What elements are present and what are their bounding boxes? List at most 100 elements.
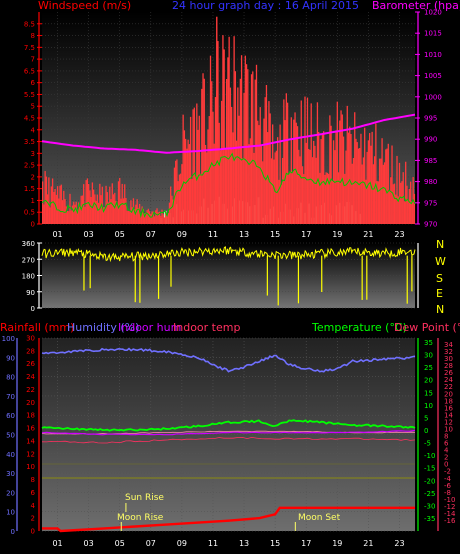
wind-gust-bar xyxy=(171,195,173,224)
wind-gust-bar xyxy=(136,199,138,224)
wind-gust-bar xyxy=(254,79,256,225)
wind-gust-bar xyxy=(373,156,376,224)
dew-point-tick-label: 8 xyxy=(444,433,448,441)
dew-point-tick-label: -2 xyxy=(444,468,451,476)
wind-gust-bar xyxy=(120,198,122,224)
bottom-x-tick-label: 07 xyxy=(146,539,156,548)
top-x-tick-label: 05 xyxy=(115,230,125,239)
wind-gust-bar xyxy=(107,202,110,224)
wind-gust-bar xyxy=(232,132,234,224)
wind-gust-bar xyxy=(189,116,192,224)
humidity-tick-label: 100 xyxy=(2,335,15,343)
windspeed-tick-label: 3.5 xyxy=(24,138,35,146)
wind-gust-bar xyxy=(354,112,356,224)
wind-gust-bar xyxy=(157,212,159,224)
wind-gust-bar xyxy=(293,119,295,224)
dew-point-axis-label: Dew Point (°C) xyxy=(394,321,460,334)
wind-gust-bar xyxy=(280,184,283,224)
barometer-tick-label: 995 xyxy=(424,115,437,123)
wind-gust-bar xyxy=(212,111,214,224)
top-left-axis-label: Windspeed (m/s) xyxy=(38,0,131,12)
wind-gust-bar xyxy=(294,112,296,224)
sun-rise-label: Sun Rise xyxy=(125,493,164,503)
wind-gust-bar xyxy=(339,120,341,224)
wind-gust-bar xyxy=(109,186,111,224)
wind-gust-bar xyxy=(346,105,348,224)
wind-gust-bar xyxy=(371,131,373,224)
wind-gust-bar xyxy=(65,206,67,224)
humidity-tick-label: 40 xyxy=(6,451,15,459)
wind-gust-bar xyxy=(395,194,397,224)
bottom-x-tick-label: 01 xyxy=(52,539,62,548)
wind-gust-bar xyxy=(352,158,355,224)
wind-gust-bar xyxy=(381,138,383,224)
wind-gust-bar xyxy=(398,162,401,224)
wind-gust-bar xyxy=(201,88,203,225)
wind-gust-bar xyxy=(382,164,384,224)
temperature-tick-label: 5 xyxy=(424,414,428,422)
wind-gust-bar xyxy=(141,206,143,224)
humidity-tick-label: 0 xyxy=(11,528,15,536)
windspeed-tick-label: 1.5 xyxy=(24,185,35,193)
wind-gust-bar xyxy=(250,74,253,224)
wind-gust-bar xyxy=(347,132,350,224)
dew-point-tick-label: 34 xyxy=(444,341,453,349)
wind-gust-bar xyxy=(160,215,162,224)
wind-gust-bar xyxy=(235,140,238,224)
wind-gust-bar xyxy=(278,179,280,224)
wind-gust-bar xyxy=(259,107,261,224)
wind-gust-bar xyxy=(290,117,292,224)
dew-point-tick-label: 32 xyxy=(444,348,453,356)
wind-gust-bar xyxy=(95,200,97,224)
wind-gust-bar xyxy=(329,115,331,224)
wind-gust-bar xyxy=(376,181,378,224)
wind-gust-bar xyxy=(207,129,209,224)
wind-gust-bar xyxy=(156,208,158,224)
temperature-tick-label: 10 xyxy=(424,402,433,410)
windspeed-tick-label: 6.5 xyxy=(24,67,35,75)
top-x-tick-label: 21 xyxy=(363,230,373,239)
wind-gust-bar xyxy=(383,162,386,224)
wind-gust-bar xyxy=(372,164,375,224)
wind-gust-bar xyxy=(408,189,411,224)
wind-gust-bar xyxy=(299,156,301,224)
rainfall-tick-label: 30 xyxy=(26,335,35,343)
windspeed-tick-label: 0 xyxy=(31,221,35,229)
wind-gust-bar xyxy=(140,213,142,224)
wind-gust-bar xyxy=(406,185,408,224)
wind-gust-bar xyxy=(350,133,352,224)
wind-gust-bar xyxy=(345,150,347,224)
wind-gust-bar xyxy=(75,201,77,224)
dew-point-tick-label: 18 xyxy=(444,397,453,405)
wind-gust-bar xyxy=(322,131,325,224)
wind-gust-bar xyxy=(260,146,263,224)
wind-gust-bar xyxy=(257,120,259,224)
wind-gust-bar xyxy=(240,55,243,225)
wind-gust-bar xyxy=(267,132,269,224)
wind-gust-bar xyxy=(264,97,266,224)
bottom-chart-marks xyxy=(41,347,416,533)
wind-gust-bar xyxy=(284,120,286,224)
wind-gust-bar xyxy=(172,199,174,224)
wind-gust-bar xyxy=(289,171,291,224)
moon-rise-label: Moon Rise xyxy=(117,513,164,523)
wind-gust-bar xyxy=(391,145,393,224)
bottom-x-tick-label: 23 xyxy=(394,539,404,548)
temperature-tick-label: -30 xyxy=(424,502,435,510)
wind-gust-bar xyxy=(178,174,181,224)
wind-gust-bar xyxy=(305,142,307,224)
wind-gust-bar xyxy=(68,211,70,224)
windspeed-tick-label: 7 xyxy=(31,56,35,64)
wind-gust-bar xyxy=(248,144,250,224)
wind-gust-bar xyxy=(90,197,92,224)
wind-gust-bar xyxy=(275,150,278,224)
moon-set-label: Moon Set xyxy=(298,513,341,523)
wind-gust-bar xyxy=(314,145,316,224)
wind-gust-bar xyxy=(368,133,371,224)
wind-gust-bar xyxy=(122,198,125,224)
wind-gust-bar xyxy=(46,194,49,224)
wind-gust-bar xyxy=(44,171,46,224)
wind-gust-bar xyxy=(162,214,164,224)
barometer-tick-label: 985 xyxy=(424,157,437,165)
